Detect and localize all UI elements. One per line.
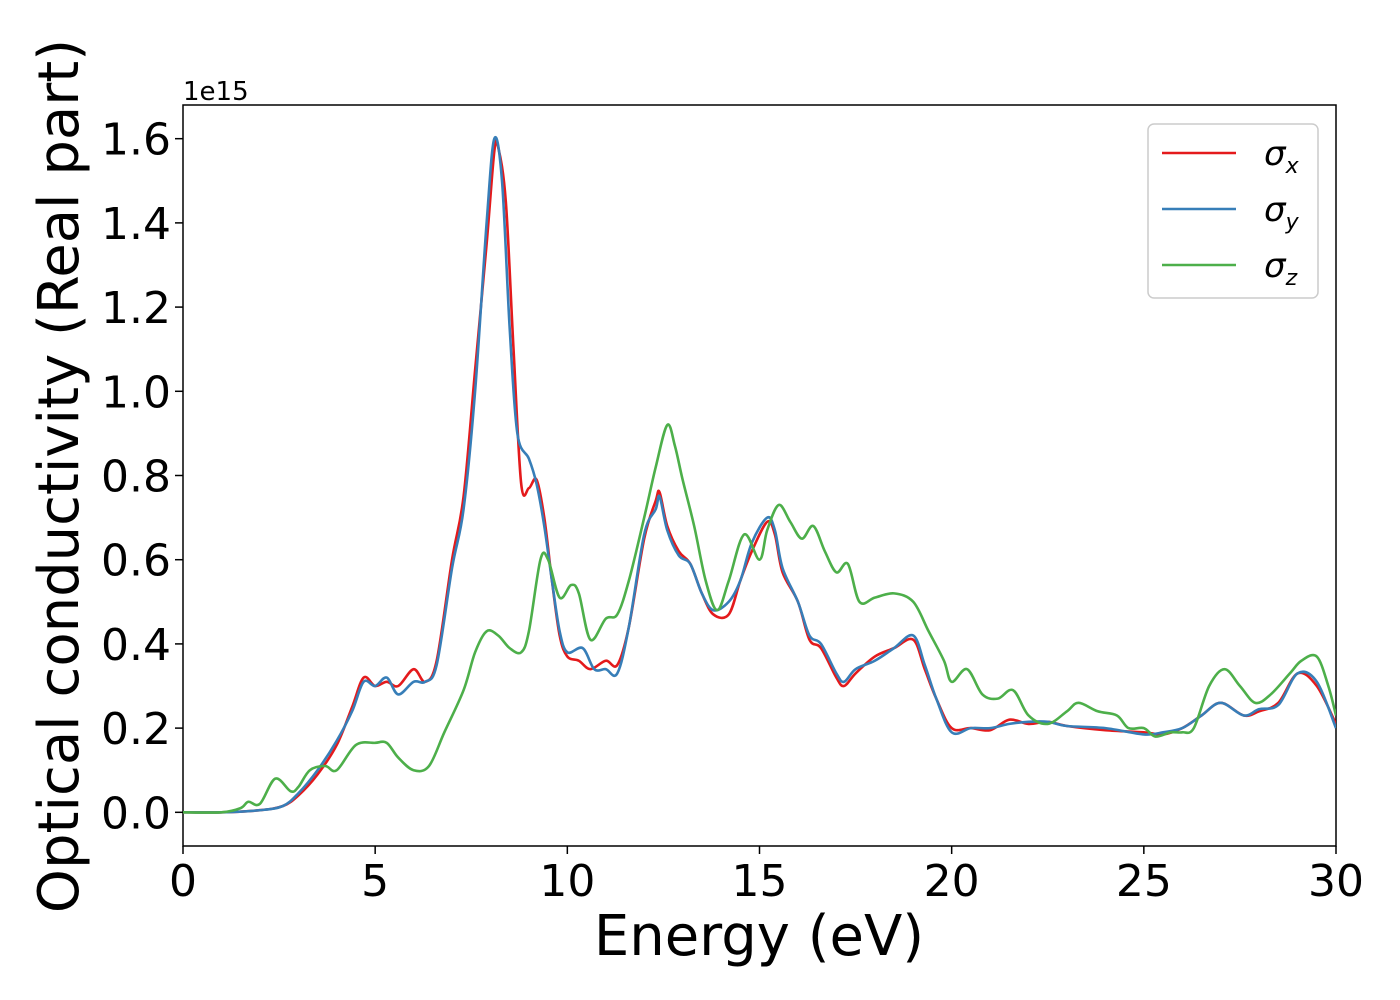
y-tick-label: 1.0 — [101, 367, 171, 418]
x-tick-label: 10 — [539, 856, 595, 907]
x-tick-label: 0 — [169, 856, 197, 907]
y-tick-label: 1.4 — [101, 199, 171, 250]
x-tick-label: 20 — [924, 856, 980, 907]
series-line-z — [183, 423, 1336, 814]
x-tick-label: 25 — [1116, 856, 1172, 907]
y-tick-label: 0.8 — [101, 452, 171, 503]
legend-label-x: σx — [1264, 134, 1300, 179]
series-layer — [183, 135, 1336, 814]
y-tick-label: 0.4 — [101, 620, 171, 671]
y-tick-label: 0.0 — [101, 788, 171, 839]
y-offset-label: 1e15 — [183, 77, 249, 107]
series-line-y — [183, 135, 1336, 814]
y-axis-title: Optical conductivity (Real part) — [27, 39, 92, 913]
x-tick-label: 15 — [732, 856, 788, 907]
x-tick-label: 30 — [1308, 856, 1364, 907]
legend-box — [1147, 123, 1319, 299]
x-tick-label: 5 — [361, 856, 389, 907]
y-tick-label: 0.6 — [101, 536, 171, 587]
y-tick-label: 1.6 — [101, 115, 171, 166]
axis-layer: 0 5 10 15 20 25 30 0.0 0.2 0.4 0.6 0.8 1.0 1.2 1.4 1.6 — [101, 115, 1364, 907]
legend-label-y: σy — [1264, 190, 1300, 235]
y-tick-label: 0.2 — [101, 704, 171, 755]
plot-area — [182, 104, 1337, 847]
y-tick-label: 1.2 — [101, 283, 171, 334]
legend-label-z: σz — [1264, 246, 1298, 291]
x-axis-title: Energy (eV) — [594, 904, 924, 969]
legend: σx σy σz — [1147, 123, 1319, 299]
